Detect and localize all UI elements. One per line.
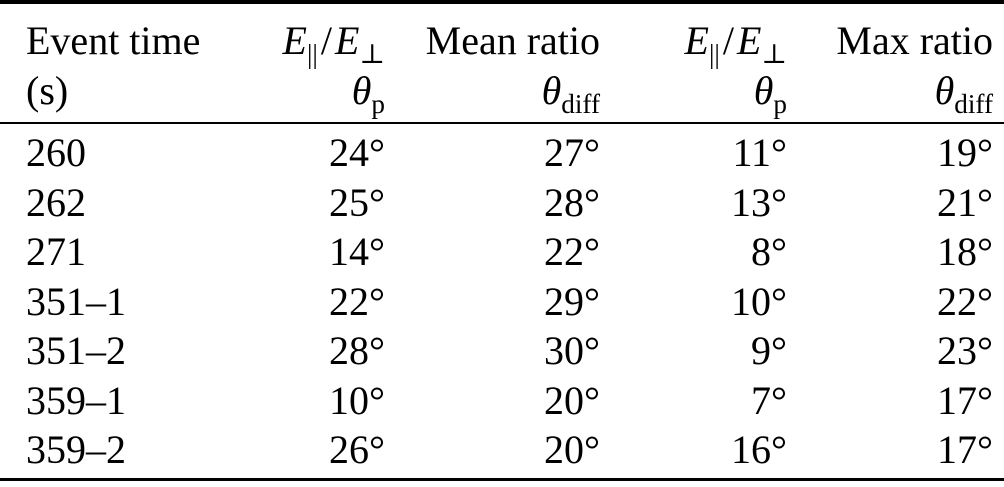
cell-mean-theta-diff: 27° — [544, 130, 600, 175]
header-max-ratio: Max ratio θdiff — [798, 2, 1004, 123]
cell-mean-theta-p: 24° — [329, 130, 385, 175]
cell-max-theta-diff: 19° — [937, 130, 993, 175]
cell-event-time: 351–1 — [26, 278, 126, 324]
cell-mean-theta-diff: 20° — [544, 377, 600, 423]
cell-max-theta-diff: 23° — [937, 328, 993, 373]
cell-event-time: 359–1 — [26, 377, 126, 423]
theta-p-label: θp — [351, 68, 385, 119]
table-row: 260 24° 27° 11° 19° — [0, 123, 1004, 178]
cell-mean-theta-p: 26° — [329, 427, 385, 472]
table-row: 262 25° 28° 13° 21° — [0, 178, 1004, 228]
cell-max-theta-diff: 22° — [937, 278, 993, 324]
header-mean-ratio: Mean ratio θdiff — [396, 2, 611, 123]
cell-mean-theta-diff: 20° — [544, 427, 600, 472]
cell-mean-theta-diff: 30° — [544, 328, 600, 373]
theta-diff-label: θdiff — [934, 68, 993, 119]
cell-mean-theta-diff: 28° — [544, 179, 600, 225]
cell-max-theta-p: 7° — [751, 377, 787, 423]
table-row: 359–1 10° 20° 7° 17° — [0, 376, 1004, 426]
cell-max-theta-p: 8° — [751, 229, 787, 274]
cell-event-time: 271 — [26, 229, 86, 274]
header-event-time: Event time (s) — [0, 2, 240, 123]
cell-event-time: 359–2 — [26, 427, 126, 472]
e-parallel-over-e-perp-label: E||/E⊥ — [282, 18, 385, 69]
cell-mean-theta-p: 28° — [329, 328, 385, 373]
table-header: Event time (s) E||/E⊥ θp Mean ratio θdif… — [0, 2, 1004, 123]
cell-max-theta-p: 13° — [731, 179, 787, 225]
cell-max-theta-p: 10° — [731, 278, 787, 324]
cell-mean-theta-p: 22° — [329, 278, 385, 324]
max-ratio-label: Max ratio — [836, 18, 993, 63]
cell-mean-theta-p: 10° — [329, 377, 385, 423]
theta-diff-label: θdiff — [541, 68, 600, 119]
theta-p-label: θp — [753, 68, 787, 119]
cell-max-theta-p: 16° — [731, 427, 787, 472]
table-row: 351–2 28° 30° 9° 23° — [0, 326, 1004, 376]
cell-max-theta-diff: 17° — [937, 427, 993, 472]
table-row: 351–1 22° 29° 10° 22° — [0, 277, 1004, 327]
cell-max-theta-diff: 18° — [937, 229, 993, 274]
cell-mean-theta-p: 25° — [329, 179, 385, 225]
header-row: Event time (s) E||/E⊥ θp Mean ratio θdif… — [0, 2, 1004, 123]
header-event-time-label: Event time — [26, 18, 201, 63]
cell-mean-theta-p: 14° — [329, 229, 385, 274]
cell-event-time: 351–2 — [26, 328, 126, 373]
table-row: 359–2 26° 20° 16° 17° — [0, 425, 1004, 479]
header-max-epar-eperp: E||/E⊥ θp — [611, 2, 798, 123]
table-row: 271 14° 22° 8° 18° — [0, 227, 1004, 277]
mean-ratio-label: Mean ratio — [425, 18, 600, 63]
header-mean-epar-eperp: E||/E⊥ θp — [240, 2, 396, 123]
cell-event-time: 262 — [26, 179, 86, 225]
cell-max-theta-p: 9° — [751, 328, 787, 373]
cell-mean-theta-diff: 29° — [544, 278, 600, 324]
header-event-time-unit: (s) — [26, 68, 69, 113]
cell-event-time: 260 — [26, 130, 86, 175]
cell-max-theta-diff: 17° — [937, 377, 993, 423]
cell-max-theta-p: 11° — [732, 130, 787, 175]
e-parallel-over-e-perp-label: E||/E⊥ — [684, 18, 787, 69]
cell-max-theta-diff: 21° — [937, 179, 993, 225]
cell-mean-theta-diff: 22° — [544, 229, 600, 274]
table-body: 260 24° 27° 11° 19° 262 25° 28° 13° 21° … — [0, 123, 1004, 479]
